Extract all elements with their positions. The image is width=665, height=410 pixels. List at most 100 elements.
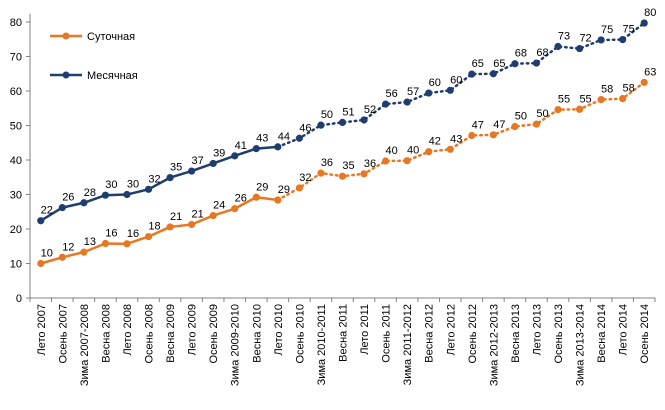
y-tick-label: 10: [10, 259, 22, 271]
y-tick-label: 60: [10, 86, 22, 98]
data-label: 50: [515, 111, 527, 123]
data-point: [554, 106, 562, 114]
x-tick-label: Весна 2013: [510, 304, 522, 363]
y-tick-label: 0: [16, 293, 22, 305]
x-tick-label: Лето 2007: [36, 304, 48, 356]
data-point: [511, 60, 519, 68]
series-line-dotted: [276, 21, 646, 149]
data-label: 18: [148, 221, 160, 233]
x-tick-label: Весна 2014: [596, 304, 608, 363]
x-tick-label: Осень 2011: [381, 304, 393, 363]
data-label: 13: [84, 236, 96, 248]
data-label: 63: [644, 66, 656, 78]
legend-label-1: Месячная: [87, 70, 138, 82]
data-point: [123, 240, 131, 248]
series-1: 22 26 28 30 30 32 35 37 39 41 43 44 46 50 51 52 56 57 60 60…: [37, 7, 656, 225]
legend-swatch-marker-1: [62, 71, 70, 79]
data-label: 58: [601, 84, 613, 96]
data-point: [80, 199, 88, 207]
data-point: [166, 223, 174, 231]
data-label: 37: [192, 155, 204, 167]
data-point: [382, 100, 390, 108]
y-tick-label: 20: [10, 224, 22, 236]
data-label: 32: [148, 173, 160, 185]
data-point: [252, 145, 260, 153]
series-layer: 10 12 13 16 16 18 21 21 24 26 29 29 32 36 35 36 40 40 42 43…: [37, 7, 656, 268]
data-point: [295, 184, 303, 192]
data-point: [489, 70, 497, 78]
x-tick-label: Зима 2007-2008: [79, 304, 91, 386]
legend-label-0: Суточная: [87, 31, 135, 43]
x-tick-label: Осень 2013: [553, 304, 565, 364]
data-label: 52: [364, 104, 376, 116]
data-label: 50: [321, 109, 333, 121]
y-tick-label: 50: [10, 121, 22, 133]
data-label: 72: [579, 33, 591, 45]
x-tick-label: Зима 2011-2012: [402, 304, 414, 385]
data-point: [58, 253, 66, 261]
data-label: 16: [127, 228, 139, 240]
data-label: 55: [558, 94, 570, 106]
series-line-solid: [40, 196, 279, 265]
series-line-dotted: [276, 81, 646, 202]
data-point: [360, 116, 368, 124]
x-tick-label: Лето 2013: [531, 304, 543, 356]
data-point: [554, 42, 562, 51]
x-axis-ticks: Лето 2007 Осень 2007 Зима 2007-2008 Весна 2…: [29, 298, 656, 386]
data-label: 58: [623, 83, 635, 95]
data-label: 10: [41, 248, 53, 260]
data-point: [446, 145, 454, 153]
data-label: 60: [429, 77, 441, 89]
x-tick-label: Осень 2007: [57, 304, 69, 364]
x-tick-label: Лето 2011: [359, 304, 371, 355]
data-label: 30: [127, 179, 139, 191]
data-point: [166, 173, 174, 182]
series-line-solid: [40, 145, 278, 222]
data-label: 75: [623, 24, 635, 36]
y-tick-label: 70: [10, 52, 22, 64]
data-point: [532, 59, 541, 67]
data-label: 68: [536, 47, 548, 59]
data-point: [274, 196, 282, 204]
data-label: 30: [105, 179, 117, 191]
data-label: 65: [472, 58, 484, 70]
x-tick-label: Весна 2010: [251, 304, 263, 363]
y-tick-label: 40: [10, 155, 22, 167]
data-point: [37, 259, 45, 268]
data-label: 12: [62, 241, 74, 253]
data-point: [144, 185, 153, 193]
data-point: [532, 120, 541, 128]
x-tick-label: Осень 2010: [294, 304, 306, 364]
data-label: 16: [105, 227, 117, 239]
data-point: [619, 94, 627, 103]
data-label: 39: [213, 147, 225, 159]
data-point: [188, 167, 196, 175]
data-label: 35: [342, 160, 354, 172]
data-label: 40: [407, 145, 419, 157]
x-tick-label: Весна 2009: [165, 304, 177, 363]
data-label: 43: [256, 133, 268, 145]
data-label: 56: [385, 88, 397, 100]
data-point: [597, 96, 605, 104]
data-point: [575, 44, 584, 53]
data-label: 40: [385, 145, 397, 157]
y-tick-label: 30: [10, 190, 22, 202]
y-tick-label: 80: [10, 17, 22, 29]
x-tick-label: Весна 2008: [100, 304, 112, 363]
data-label: 75: [601, 24, 613, 36]
data-point: [209, 159, 217, 168]
data-label: 60: [450, 74, 462, 86]
data-label: 32: [299, 172, 311, 184]
x-tick-label: Лето 2010: [273, 304, 285, 356]
data-point: [317, 121, 325, 129]
data-label: 57: [407, 86, 419, 98]
data-point: [489, 131, 497, 139]
data-label: 47: [493, 119, 505, 131]
data-label: 28: [84, 187, 96, 199]
data-label: 65: [493, 58, 505, 70]
data-point: [231, 152, 239, 160]
data-point: [640, 19, 648, 27]
series-0: 10 12 13 16 16 18 21 21 24 26 29 29 32 36 35 36 40 40 42 43…: [37, 66, 656, 268]
y-axis-ticks: 0 10 20 30 40 50 60 70 80: [10, 17, 30, 305]
